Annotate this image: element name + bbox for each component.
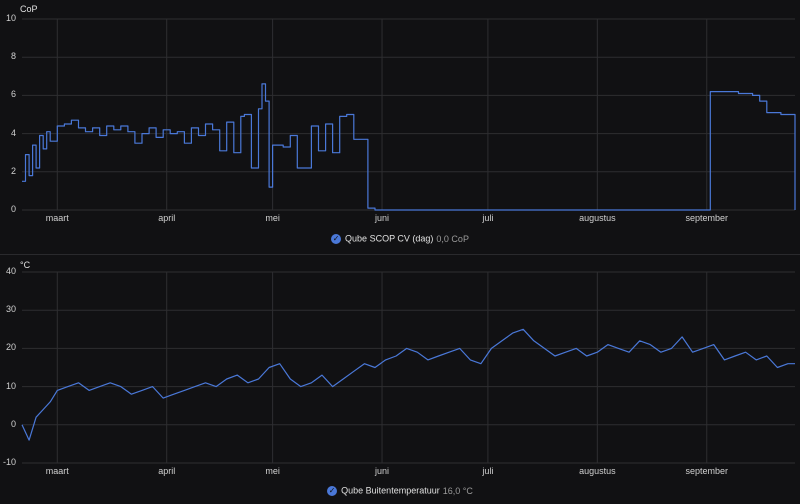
y-axis-unit: °C: [20, 260, 31, 270]
y-tick-label: 4: [10, 127, 16, 138]
cop-chart-svg: [22, 18, 796, 211]
legend-check-icon[interactable]: ✓: [327, 485, 338, 496]
x-tick-label: juni: [375, 213, 390, 223]
x-tick-label: september: [685, 213, 729, 223]
x-tick-label: augustus: [579, 213, 616, 223]
x-tick-label: augustus: [579, 466, 616, 476]
temperature-chart-panel: °C ✓ Qube Buitentemperatuur 16,0 °C -10 0 10…: [0, 256, 800, 504]
x-tick-label: juni: [375, 466, 390, 476]
temperature-series-line[interactable]: [21, 328, 795, 441]
y-axis-unit: CoP: [20, 4, 38, 14]
temperature-legend[interactable]: ✓ Qube Buitentemperatuur 16,0 °C: [0, 485, 800, 496]
cop-legend[interactable]: ✓ Qube SCOP CV (dag) 0,0 CoP: [0, 233, 800, 244]
y-tick-label: 0: [10, 418, 16, 429]
x-tick-label: mei: [265, 466, 280, 476]
y-tick-label: 6: [10, 89, 16, 100]
cop-chart-panel: CoP ✓ Qube SCOP CV (dag) 0,0 CoP 0 2 4 6 8 10 ma…: [0, 4, 800, 244]
y-tick-label: 10: [5, 380, 16, 391]
cop-series-line[interactable]: [22, 83, 796, 211]
legend-check-icon[interactable]: ✓: [331, 233, 342, 244]
x-tick-label: maart: [45, 213, 69, 223]
legend-current-value: 16,0 °C: [442, 485, 473, 496]
y-tick-label: 0: [10, 204, 16, 214]
y-tick-label: 20: [5, 342, 16, 353]
x-tick-label: mei: [265, 213, 280, 223]
x-tick-label: april: [158, 213, 176, 223]
legend-current-value: 0,0 CoP: [436, 233, 469, 244]
y-tick-label: 30: [5, 304, 16, 315]
y-tick-label: -10: [2, 457, 16, 467]
x-tick-label: september: [685, 466, 729, 476]
temperature-chart-svg: [21, 271, 795, 464]
y-tick-label: 10: [5, 13, 16, 23]
y-tick-label: 40: [5, 266, 16, 276]
x-tick-label: april: [158, 466, 176, 476]
x-tick-label: juli: [482, 466, 494, 476]
y-tick-label: 8: [10, 51, 16, 62]
panel-divider: [0, 254, 800, 255]
y-tick-label: 2: [10, 165, 16, 176]
legend-series-name: Qube SCOP CV (dag): [345, 233, 434, 244]
legend-series-name: Qube Buitentemperatuur: [341, 485, 440, 496]
x-tick-label: juli: [482, 213, 494, 223]
x-tick-label: maart: [45, 466, 69, 476]
